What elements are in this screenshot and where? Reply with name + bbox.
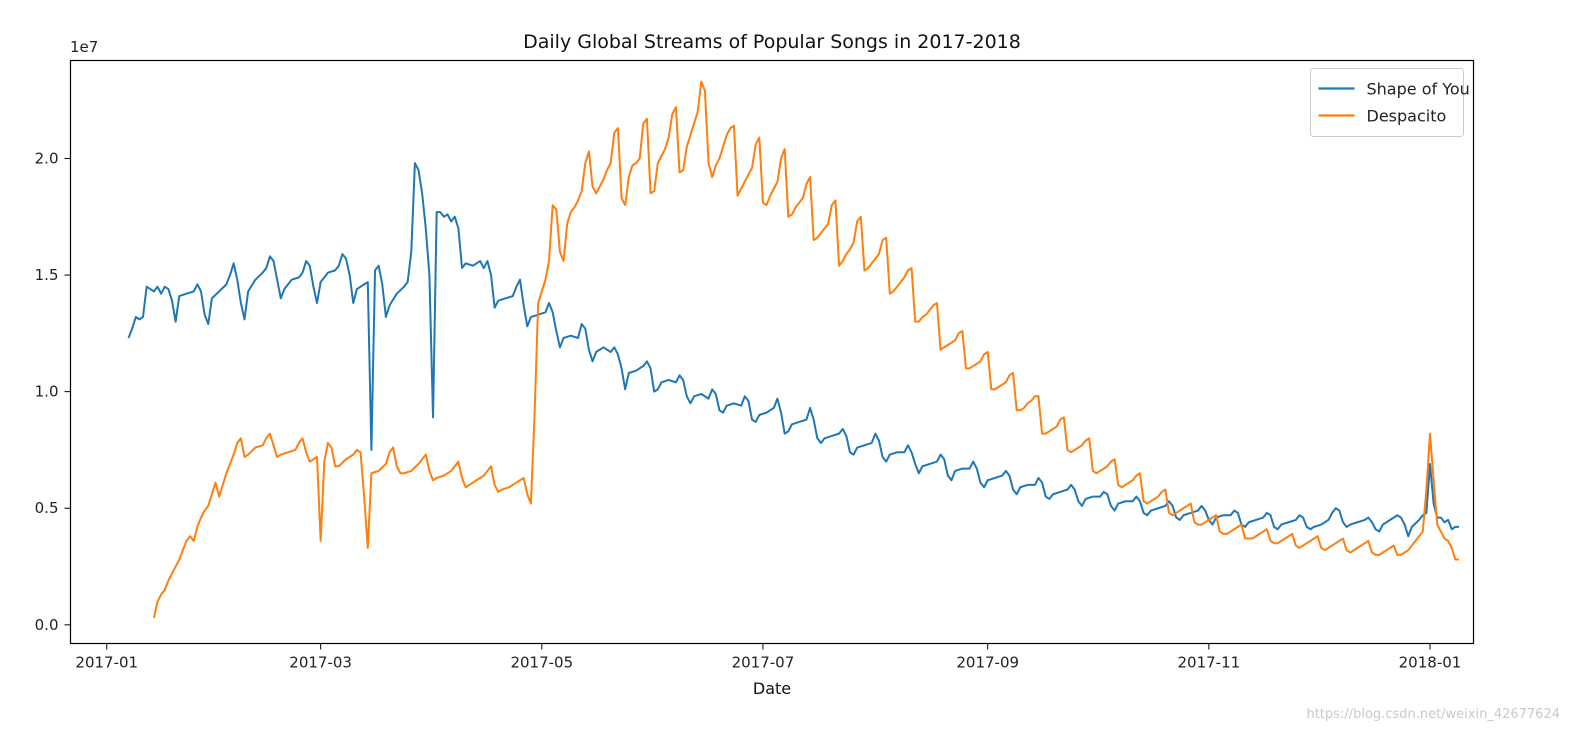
y-axis-offset-label: 1e7 [70,38,98,56]
series-layer [127,80,1459,619]
chart-legend: Shape of You Despacito [1310,68,1470,137]
x-tick-label: 2017-05 [510,654,573,672]
x-tick-label: 2017-01 [75,654,138,672]
x-tick-label: 2017-09 [956,654,1019,672]
x-tick-label: 2018-01 [1399,654,1462,672]
chart-title: Daily Global Streams of Popular Songs in… [523,31,1021,53]
watermark-text: https://blog.csdn.net/weixin_42677624 [1306,707,1560,722]
y-tick-label: 0.0 [35,616,59,634]
series-line-shape-of-you [127,162,1459,538]
legend-label: Despacito [1367,107,1447,126]
y-axis-ticks: 0.0 0.5 1.0 1.5 2.0 [35,149,71,634]
x-axis-ticks: 2017-01 2017-03 2017-05 2017-07 2017-09 2017-… [75,643,1462,672]
legend-box [1310,68,1464,137]
x-tick-label: 2017-11 [1178,654,1241,672]
y-tick-label: 0.5 [35,499,59,517]
legend-label: Shape of You [1367,80,1470,99]
series-line-despacito [152,80,1459,619]
plot-area-frame [69,59,1475,645]
x-tick-label: 2017-07 [732,654,795,672]
y-tick-label: 2.0 [35,149,59,167]
x-tick-label: 2017-03 [289,654,352,672]
y-tick-label: 1.5 [35,266,59,284]
y-tick-label: 1.0 [35,383,59,401]
x-axis-label: Date [753,679,791,698]
